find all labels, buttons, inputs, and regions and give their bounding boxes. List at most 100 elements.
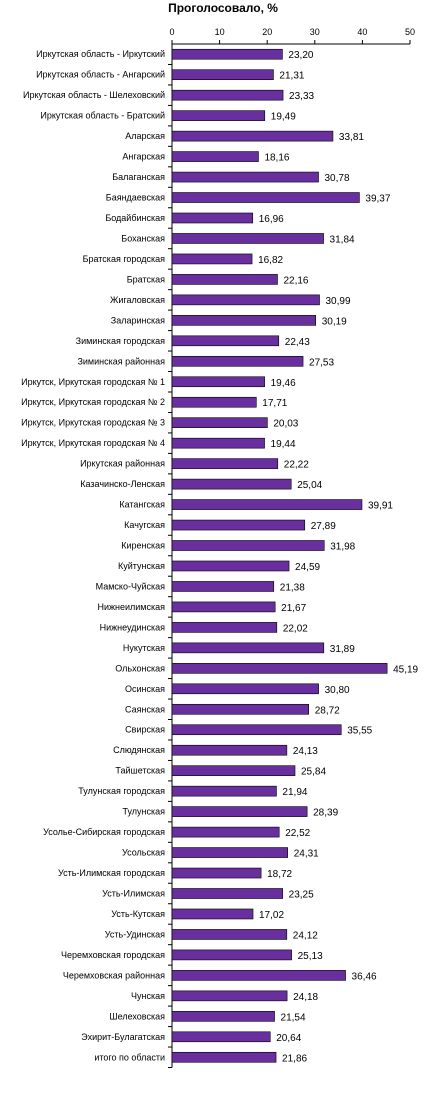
category-label: Усть-Илимская xyxy=(102,889,165,899)
value-label: 31,98 xyxy=(330,542,355,553)
value-label: 16,82 xyxy=(258,255,283,266)
bar xyxy=(171,581,275,592)
bar xyxy=(171,847,289,858)
value-label: 24,59 xyxy=(295,562,320,573)
value-label: 16,96 xyxy=(259,214,284,225)
category-label: Усть-Удинская xyxy=(105,929,165,939)
value-label: 17,71 xyxy=(262,398,287,409)
value-label: 21,38 xyxy=(280,582,305,593)
value-label: 22,16 xyxy=(283,275,308,286)
bar xyxy=(171,376,265,388)
bar xyxy=(171,826,280,838)
category-label: Братская городская xyxy=(83,254,166,264)
category-label: Иркутск, Иркутская городская № 2 xyxy=(21,397,165,407)
value-label: 33,81 xyxy=(339,132,364,143)
value-label: 18,16 xyxy=(264,153,289,164)
category-label: Ольхонская xyxy=(115,663,165,673)
category-label: Мамско-Чуйская xyxy=(96,581,165,591)
value-label: 23,25 xyxy=(289,890,314,901)
category-label: Нижнеудинская xyxy=(100,622,166,632)
bar xyxy=(171,233,324,244)
category-label: Усолье-Сибирская городская xyxy=(43,827,165,837)
bar xyxy=(171,274,278,285)
bar xyxy=(171,1011,275,1022)
value-label: 27,89 xyxy=(311,521,336,532)
category-label: Куйтунская xyxy=(118,561,165,571)
category-label: Осинская xyxy=(125,684,165,694)
category-label: Зиминская городская xyxy=(76,336,165,346)
value-label: 22,52 xyxy=(285,828,310,839)
value-label: 20,03 xyxy=(273,419,298,430)
bar xyxy=(171,683,319,695)
bar xyxy=(171,315,317,326)
bar xyxy=(171,622,278,633)
category-label: Саянская xyxy=(125,704,165,714)
category-label: Нижнеилимская xyxy=(97,602,165,612)
category-label: Шелеховская xyxy=(109,1011,165,1021)
bar xyxy=(171,294,320,306)
value-label: 30,78 xyxy=(325,173,350,184)
category-label: Черемховская районная xyxy=(63,970,165,980)
category-label: Иркутск, Иркутская городская № 1 xyxy=(21,377,165,387)
bar xyxy=(171,908,254,920)
category-label: Катангская xyxy=(119,500,165,510)
category-label: Тулунская городская xyxy=(78,786,165,796)
value-label: 30,19 xyxy=(322,316,347,327)
value-label: 19,44 xyxy=(271,439,296,450)
bar xyxy=(171,744,288,756)
value-label: 24,13 xyxy=(293,746,318,757)
value-label: 22,43 xyxy=(285,337,310,348)
bar xyxy=(171,478,292,490)
bar xyxy=(171,192,360,203)
value-label: 45,19 xyxy=(393,664,418,675)
value-label: 22,22 xyxy=(284,460,309,471)
bar xyxy=(171,806,308,817)
category-label: итого по области xyxy=(94,1052,165,1062)
category-label: Нукутская xyxy=(123,643,165,653)
category-label: Черемховская городская xyxy=(61,950,165,960)
category-label: Усть-Кутская xyxy=(111,909,165,919)
bar xyxy=(171,417,268,428)
category-label: Боханская xyxy=(121,233,165,243)
x-tick-label: 30 xyxy=(310,27,320,37)
category-label: Киренская xyxy=(121,541,165,551)
category-label: Качугская xyxy=(124,520,165,530)
category-label: Казачинско-Ленская xyxy=(80,479,165,489)
category-label: Иркутская область - Братский xyxy=(40,111,165,121)
bar xyxy=(171,396,257,408)
bar xyxy=(171,765,296,776)
value-label: 39,91 xyxy=(368,501,393,512)
category-label: Иркутск, Иркутская городская № 4 xyxy=(21,438,165,448)
value-label: 35,55 xyxy=(347,726,372,737)
value-label: 21,94 xyxy=(282,787,307,798)
bar xyxy=(171,970,346,981)
category-label: Иркутская районная xyxy=(80,459,165,469)
bar xyxy=(171,540,325,551)
value-label: 28,72 xyxy=(315,705,340,716)
value-label: 30,80 xyxy=(325,685,350,696)
value-label: 21,54 xyxy=(281,1012,306,1023)
bar xyxy=(171,48,283,60)
value-label: 21,31 xyxy=(279,71,304,82)
category-label: Зиминская районная xyxy=(77,356,165,366)
category-label: Заларинская xyxy=(111,315,165,325)
category-label: Тайшетская xyxy=(115,766,165,776)
bar xyxy=(171,703,310,715)
value-label: 28,39 xyxy=(313,808,338,819)
value-label: 24,12 xyxy=(293,930,318,941)
category-label: Ангарская xyxy=(122,152,165,162)
bar xyxy=(171,724,342,736)
x-tick-label: 10 xyxy=(215,27,225,37)
value-label: 23,20 xyxy=(288,50,313,61)
bar xyxy=(171,253,253,265)
bar xyxy=(171,355,304,367)
value-label: 21,86 xyxy=(282,1053,307,1064)
bar xyxy=(171,560,290,572)
bar xyxy=(171,151,259,162)
category-label: Иркутская область - Иркутский xyxy=(36,49,165,59)
chart-title: Проголосовало, % xyxy=(168,1,278,15)
bar xyxy=(171,642,325,654)
value-label: 27,53 xyxy=(309,357,334,368)
bar xyxy=(171,1051,277,1063)
value-label: 19,46 xyxy=(271,378,296,389)
